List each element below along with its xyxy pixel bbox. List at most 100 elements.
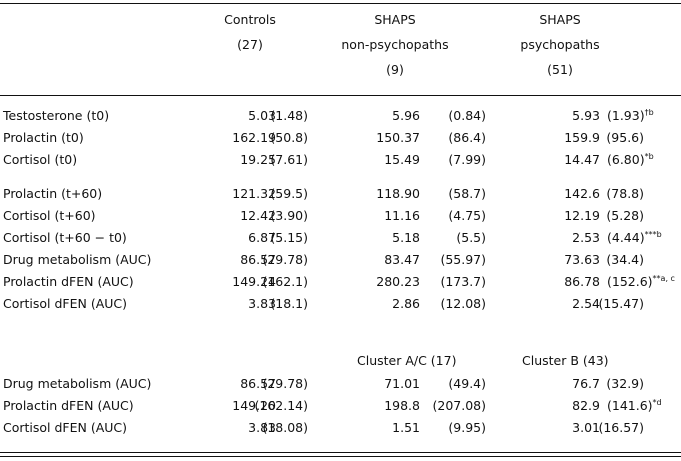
column-header: SHAPS: [539, 12, 581, 27]
sd-value: (18.08): [262, 420, 308, 435]
row-label: Prolactin dFEN (AUC): [3, 398, 134, 413]
mean-value: 82.9: [572, 398, 600, 413]
mean-value: 162.19: [232, 130, 276, 145]
sd-value: (18.1): [270, 296, 308, 311]
mean-value: 3.01: [572, 420, 600, 435]
mean-value: 198.8: [384, 398, 420, 413]
mean-value: 15.49: [384, 152, 420, 167]
mean-value: 159.9: [564, 130, 600, 145]
sd-value: (29.78): [262, 376, 308, 391]
mean-value: 86.57: [240, 376, 276, 391]
column-header: non-psychopaths: [341, 37, 449, 52]
sd-value: (207.08): [432, 398, 487, 413]
row-label: Cortisol dFEN (AUC): [3, 296, 128, 311]
sd-value: (95.6): [606, 130, 644, 145]
row-label: Drug metabolism (AUC): [3, 376, 152, 391]
mean-value: 5.03: [248, 108, 276, 123]
mean-value: 14.47: [564, 152, 600, 167]
row-label: Prolactin (t+60): [3, 186, 103, 201]
sd-value: (7.99): [448, 152, 486, 167]
cluster-header: Cluster B (43): [522, 353, 609, 368]
row-label: Cortisol (t0): [3, 152, 78, 167]
sd-value: (34.4): [606, 252, 644, 267]
sd-value: (3.90): [270, 208, 308, 223]
column-header: (27): [237, 37, 263, 52]
sd-value: (162.14): [254, 398, 309, 413]
significance-note: **a, c: [652, 274, 675, 283]
mean-value: 73.63: [564, 252, 600, 267]
significance-note: †b: [644, 108, 654, 117]
row-label: Cortisol dFEN (AUC): [3, 420, 128, 435]
sd-value: (4.75): [448, 208, 486, 223]
sd-value: (5.28): [606, 208, 644, 223]
column-header: (51): [547, 62, 573, 77]
column-header: (9): [386, 62, 404, 77]
mean-value: 2.86: [392, 296, 420, 311]
sd-value: (1.93)†b: [607, 108, 654, 123]
sd-value: (50.8): [270, 130, 308, 145]
mean-value: 86.78: [564, 274, 600, 289]
mean-value: 5.96: [392, 108, 420, 123]
top-rule: [0, 3, 681, 4]
significance-note: *b: [644, 152, 654, 161]
mean-value: 6.87: [248, 230, 276, 245]
bottom-rule: [0, 452, 681, 453]
sd-value: (6.80)*b: [607, 152, 654, 167]
sd-value: (78.8): [606, 186, 644, 201]
mean-value: 5.18: [392, 230, 420, 245]
mean-value: 150.37: [376, 130, 420, 145]
mean-value: 121.32: [232, 186, 276, 201]
sd-value: (55.97): [440, 252, 486, 267]
sd-value: (9.95): [448, 420, 486, 435]
mean-value: 86.57: [240, 252, 276, 267]
mean-value: 11.16: [384, 208, 420, 223]
sd-value: (5.5): [456, 230, 486, 245]
sd-value: (162.1): [262, 274, 308, 289]
sd-value: (29.78): [262, 252, 308, 267]
row-label: Testosterone (t0): [3, 108, 110, 123]
mean-value: 118.90: [376, 186, 420, 201]
mean-value: 76.7: [572, 376, 600, 391]
bottom-rule: [0, 456, 681, 457]
row-label: Cortisol (t+60): [3, 208, 96, 223]
sd-value: (16.57): [598, 420, 644, 435]
sd-value: (7.61): [270, 152, 308, 167]
mean-value: 142.6: [564, 186, 600, 201]
sd-value: (0.84): [448, 108, 486, 123]
sd-value: (12.08): [440, 296, 486, 311]
mean-value: 83.47: [384, 252, 420, 267]
sd-value: (152.6)**a, c: [607, 274, 675, 289]
mean-value: 71.01: [384, 376, 420, 391]
significance-note: ***b: [644, 230, 662, 239]
mean-value: 2.54: [572, 296, 600, 311]
header-rule: [0, 95, 681, 96]
sd-value: (141.6)*d: [607, 398, 662, 413]
mean-value: 3.83: [248, 420, 276, 435]
mean-value: 5.93: [572, 108, 600, 123]
sd-value: (86.4): [448, 130, 486, 145]
column-header: SHAPS: [374, 12, 416, 27]
mean-value: 2.53: [572, 230, 600, 245]
mean-value: 12.42: [240, 208, 276, 223]
sd-value: (32.9): [606, 376, 644, 391]
sd-value: (58.7): [448, 186, 486, 201]
mean-value: 3.83: [248, 296, 276, 311]
mean-value: 149.24: [232, 274, 276, 289]
cluster-header: Cluster A/C (17): [357, 353, 457, 368]
column-header: Controls: [224, 12, 276, 27]
sd-value: (1.48): [270, 108, 308, 123]
row-label: Prolactin (t0): [3, 130, 84, 145]
row-label: Cortisol (t+60 − t0): [3, 230, 127, 245]
sd-value: (5.15): [270, 230, 308, 245]
mean-value: 1.51: [392, 420, 420, 435]
mean-value: 149.20: [232, 398, 276, 413]
sd-value: (49.4): [448, 376, 486, 391]
significance-note: *d: [652, 398, 662, 407]
mean-value: 12.19: [564, 208, 600, 223]
sd-value: (59.5): [270, 186, 308, 201]
column-header: psychopaths: [520, 37, 600, 52]
sd-value: (173.7): [440, 274, 486, 289]
mean-value: 280.23: [376, 274, 420, 289]
sd-value: (4.44)***b: [607, 230, 662, 245]
